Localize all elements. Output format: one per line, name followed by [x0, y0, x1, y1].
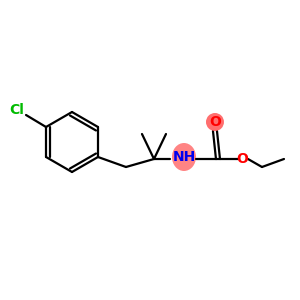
Ellipse shape — [172, 143, 196, 171]
Text: Cl: Cl — [10, 103, 25, 117]
Text: NH: NH — [172, 150, 196, 164]
Text: O: O — [209, 115, 221, 129]
Ellipse shape — [206, 113, 224, 131]
Text: O: O — [236, 152, 248, 166]
